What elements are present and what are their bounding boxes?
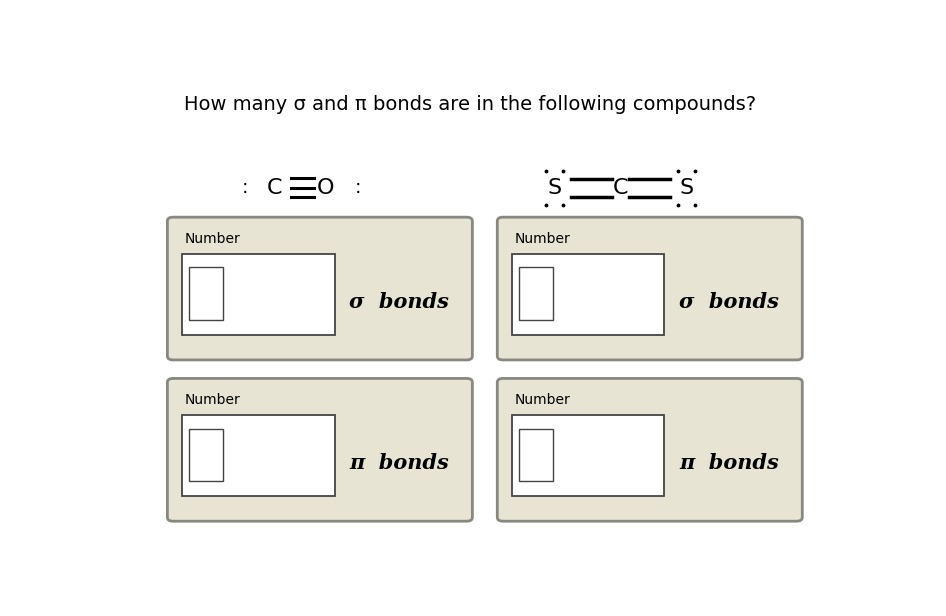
Bar [519,267,552,320]
Text: σ  bonds: σ bonds [349,292,449,312]
FancyBboxPatch shape [167,378,472,521]
Bar [519,429,552,482]
Bar [512,415,664,496]
FancyBboxPatch shape [498,378,802,521]
Text: σ  bonds: σ bonds [679,292,779,312]
Bar [182,254,335,335]
Text: Number: Number [515,393,569,407]
Text: Number: Number [184,232,240,246]
Bar [189,429,223,482]
Bar [189,267,223,320]
Text: O: O [317,178,335,198]
FancyBboxPatch shape [498,217,802,360]
Text: C: C [267,178,282,198]
Text: S: S [679,178,693,198]
Text: :: : [242,178,249,197]
Text: Number: Number [184,393,240,407]
Text: Number: Number [515,232,569,246]
Text: S: S [548,178,562,198]
FancyBboxPatch shape [167,217,472,360]
Text: π  bonds: π bonds [679,453,779,473]
Bar [512,254,664,335]
Text: How many σ and π bonds are in the following compounds?: How many σ and π bonds are in the follow… [184,95,757,114]
Text: C: C [613,178,628,198]
Text: π  bonds: π bonds [349,453,449,473]
Bar [182,415,335,496]
Text: :: : [355,178,361,197]
